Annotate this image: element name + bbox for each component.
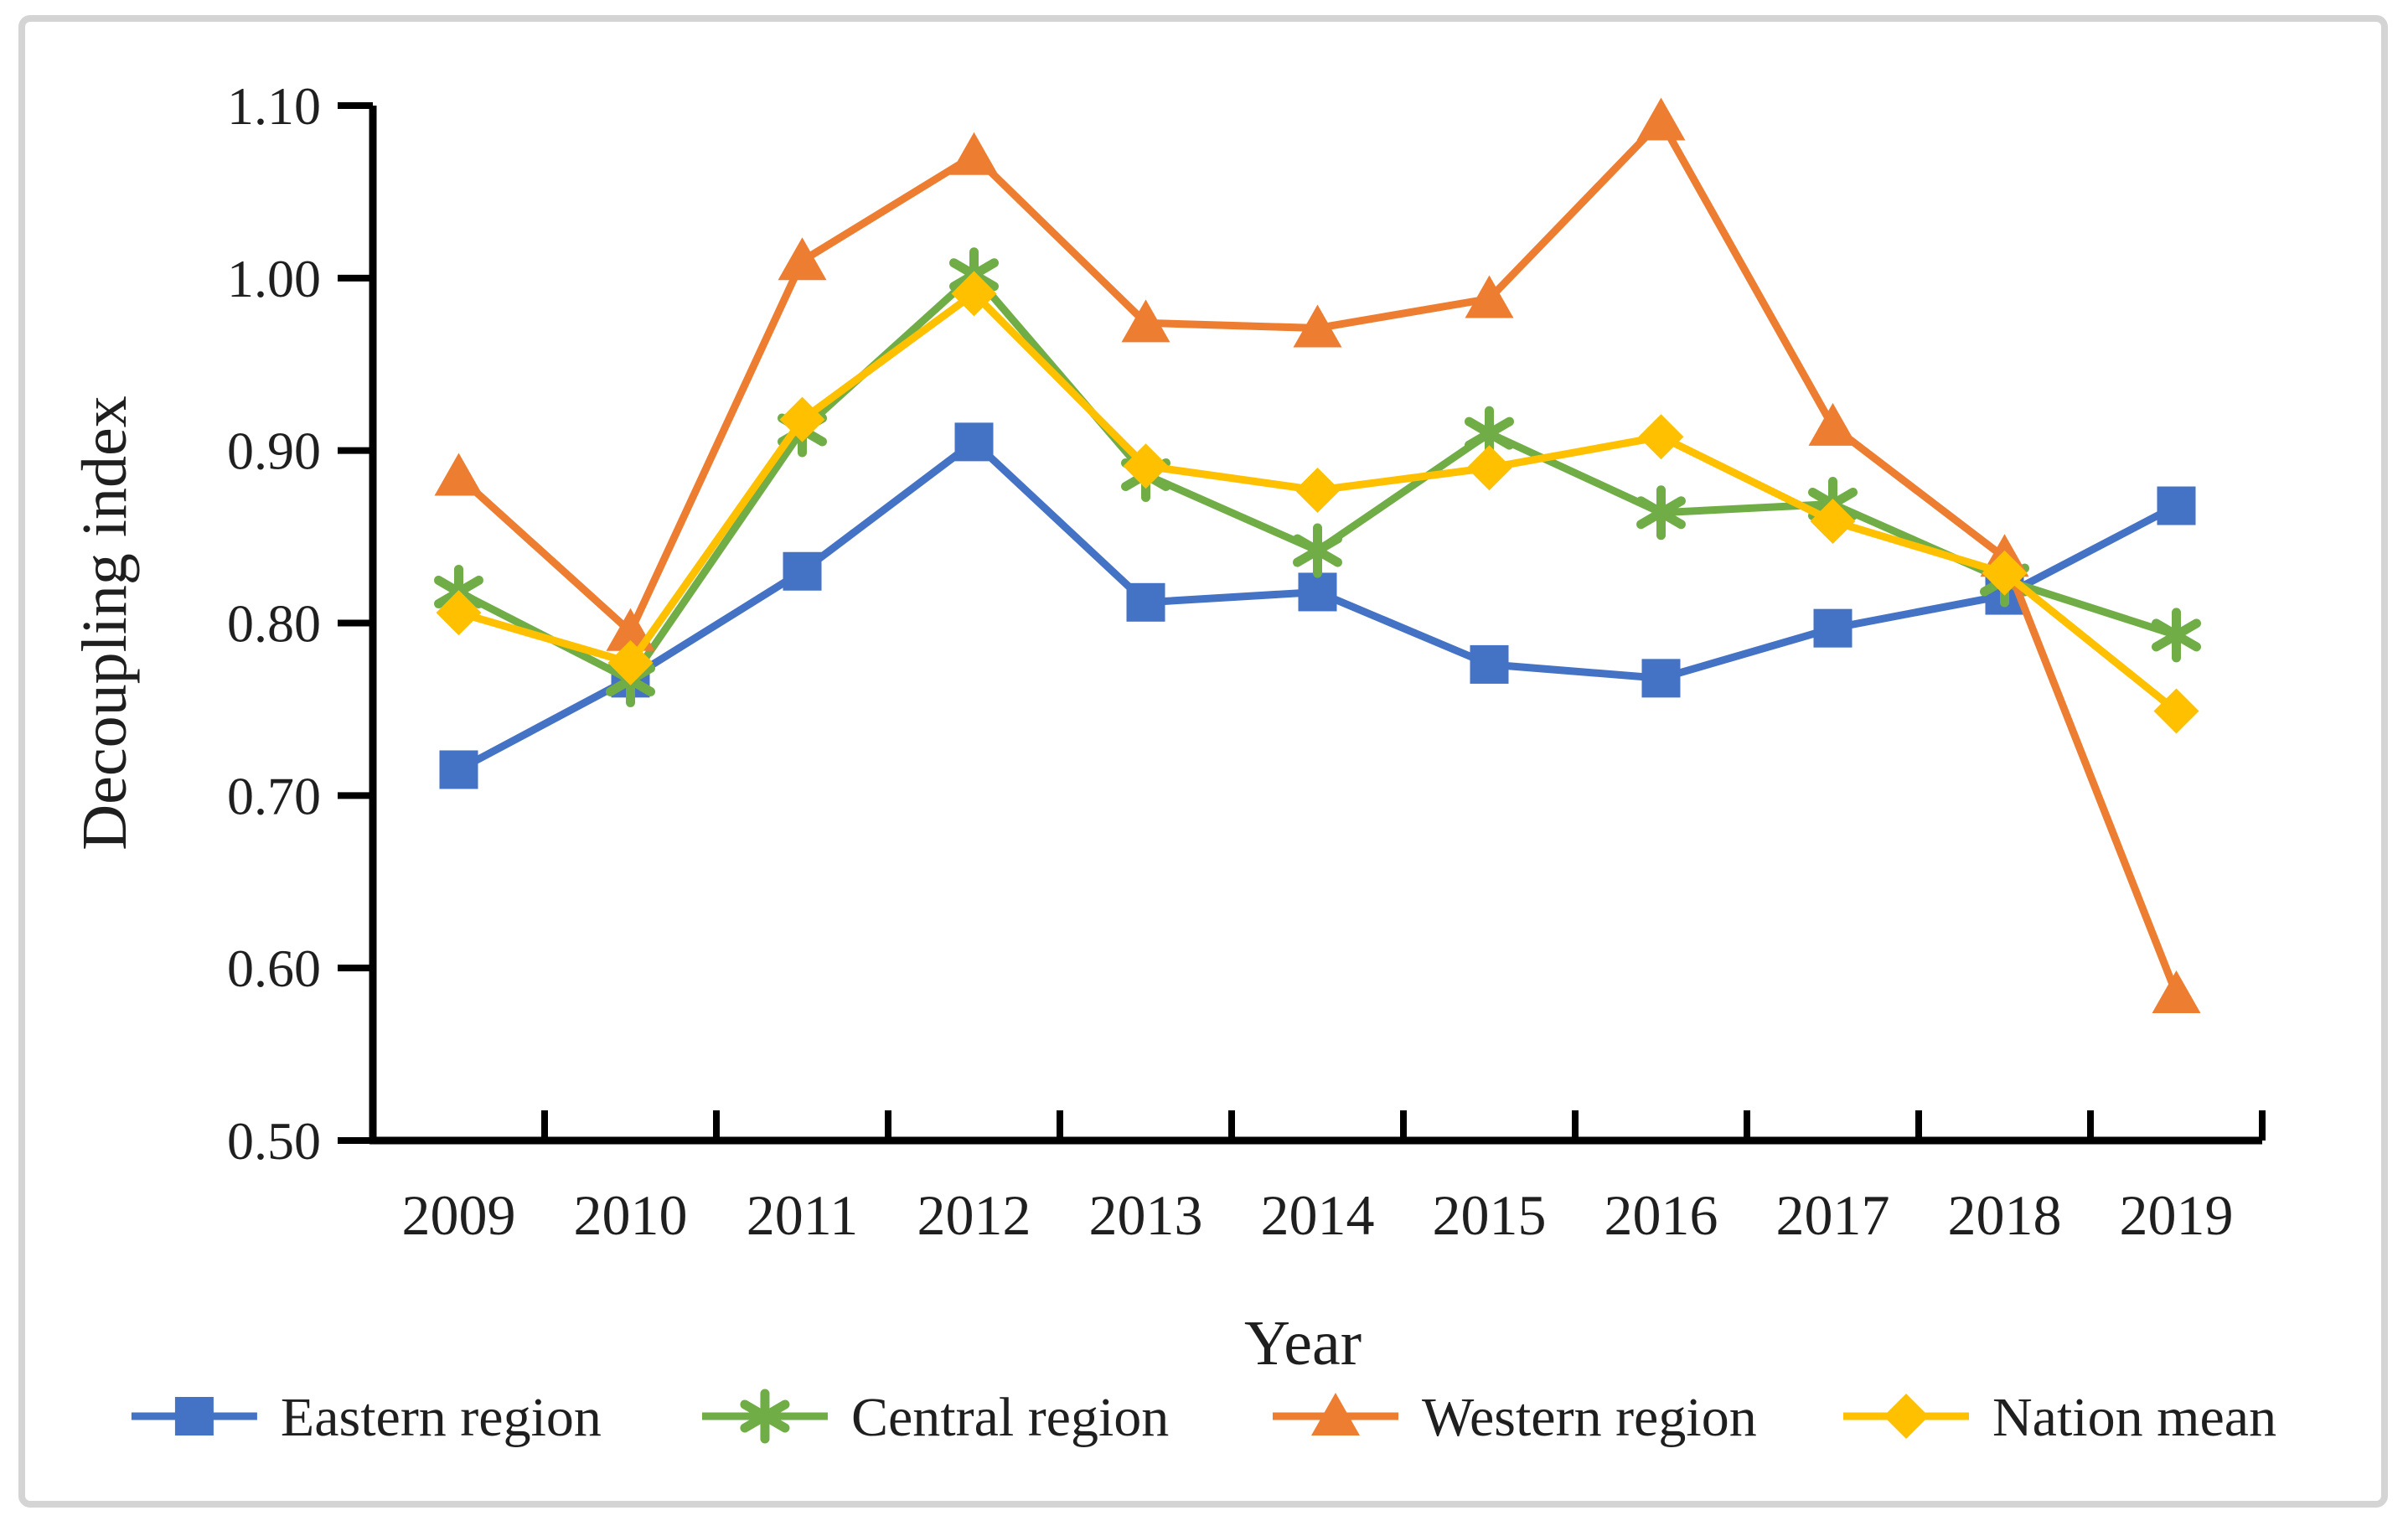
data-point-eastern-region-2009 — [439, 750, 478, 789]
x-category-label: 2013 — [1089, 1183, 1203, 1247]
legend-item-central-region: Central region — [701, 1387, 1169, 1448]
data-point-eastern-region-2011 — [783, 551, 822, 591]
data-point-nation-mean-2015 — [1466, 445, 1512, 491]
data-point-eastern-region-2014 — [1298, 572, 1337, 612]
data-point-western-region-2014 — [1293, 304, 1342, 348]
legend-label: Nation mean — [1992, 1387, 2276, 1448]
y-tick-label: 0.70 — [227, 766, 321, 825]
data-point-nation-mean-2017 — [1810, 499, 1856, 545]
legend-marker-eastern-region — [174, 1397, 214, 1435]
data-point-western-region-2009 — [434, 453, 483, 496]
asterisk-ray — [2152, 618, 2201, 652]
data-point-eastern-region-2015 — [1470, 644, 1509, 684]
data-point-eastern-region-2013 — [1126, 582, 1165, 622]
data-point-central-region-2016 — [1636, 485, 1686, 541]
legend-label: Eastern region — [281, 1387, 602, 1448]
asterisk-ray — [1293, 534, 1342, 567]
x-category-label: 2012 — [917, 1183, 1031, 1247]
x-category-label: 2009 — [402, 1183, 516, 1247]
x-category-label: 2010 — [574, 1183, 688, 1247]
page-border — [18, 15, 2388, 1508]
legend-item-eastern-region: Eastern region — [131, 1387, 602, 1448]
legend-label: Central region — [851, 1387, 1169, 1448]
data-point-eastern-region-2016 — [1641, 659, 1681, 698]
legend-item-nation-mean: Nation mean — [1843, 1387, 2276, 1448]
legend-marker-western-region — [1310, 1393, 1360, 1435]
y-tick-label: 0.60 — [227, 939, 321, 998]
asterisk-ray — [1636, 496, 1686, 530]
y-tick-label: 0.90 — [227, 422, 321, 481]
data-point-nation-mean-2018 — [1982, 550, 2028, 596]
data-point-western-region-2013 — [1121, 299, 1170, 343]
data-point-western-region-2016 — [1636, 97, 1686, 141]
data-point-nation-mean-2011 — [779, 396, 825, 442]
data-point-western-region-2012 — [949, 132, 999, 175]
legend-label: Western region — [1422, 1387, 1757, 1448]
y-tick-label: 0.80 — [227, 594, 321, 654]
data-point-western-region-2011 — [778, 237, 827, 281]
data-point-nation-mean-2010 — [607, 639, 654, 685]
legend: Eastern region Central region Western regi… — [131, 1387, 2276, 1448]
x-axis-title: Year — [1244, 1308, 1362, 1379]
data-point-western-region-2017 — [1808, 402, 1858, 446]
y-tick-label: 0.50 — [227, 1111, 321, 1171]
data-point-western-region-2015 — [1465, 275, 1514, 318]
data-point-nation-mean-2019 — [2153, 688, 2199, 734]
data-point-western-region-2019 — [2152, 970, 2201, 1014]
data-point-nation-mean-2012 — [951, 271, 997, 317]
asterisk-ray — [1465, 416, 1514, 450]
legend-item-western-region: Western region — [1272, 1387, 1757, 1448]
data-point-nation-mean-2014 — [1294, 468, 1341, 514]
data-point-central-region-2019 — [2152, 608, 2201, 663]
data-point-nation-mean-2016 — [1638, 414, 1684, 460]
data-point-eastern-region-2012 — [954, 422, 994, 462]
y-tick-label: 1.00 — [227, 249, 321, 308]
x-category-label: 2011 — [747, 1183, 858, 1247]
x-category-label: 2018 — [1948, 1183, 2062, 1247]
y-tick-label: 1.10 — [227, 76, 321, 136]
x-category-label: 2017 — [1776, 1183, 1890, 1247]
asterisk-ray — [740, 1399, 790, 1433]
legend-marker-nation-mean — [1884, 1394, 1930, 1439]
legend-marker-central-region — [740, 1389, 790, 1444]
data-point-eastern-region-2019 — [2157, 486, 2196, 525]
data-point-nation-mean-2013 — [1123, 443, 1169, 489]
x-category-label: 2015 — [1433, 1183, 1547, 1247]
x-category-label: 2019 — [2120, 1183, 2234, 1247]
data-point-eastern-region-2017 — [1813, 608, 1853, 648]
y-axis-title: Decoupling index — [70, 396, 140, 850]
x-category-label: 2014 — [1261, 1183, 1375, 1247]
data-point-central-region-2014 — [1293, 523, 1342, 578]
x-category-label: 2016 — [1604, 1183, 1718, 1247]
data-point-nation-mean-2009 — [436, 590, 482, 636]
